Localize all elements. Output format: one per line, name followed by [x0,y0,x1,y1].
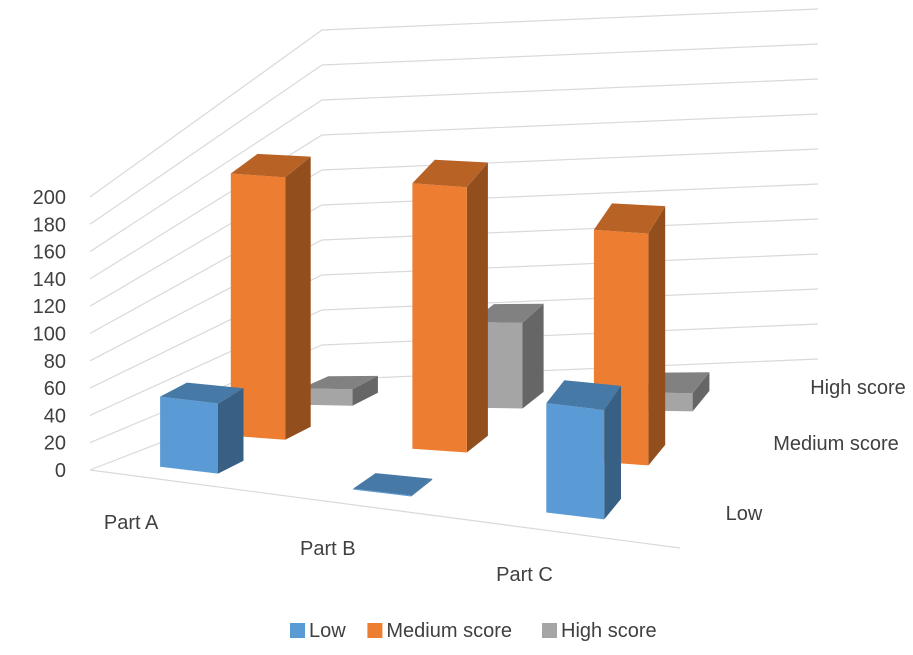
bar-side-face [285,156,311,440]
bar-top-face [160,382,244,404]
y-tick-label: 140 [33,269,66,291]
legend-swatch [290,623,305,638]
chart-labels: 0 20 40 60 80 100 120 140 160 180 200 Part A Part B P… [33,187,906,586]
gridline-120 [89,148,819,307]
legend-swatch [367,623,383,638]
bar-top-face [471,303,544,323]
bar-front-face [353,488,412,497]
y-tick-label: 40 [44,405,66,427]
bar-front-face [546,403,605,520]
y-tick-label: 100 [33,324,66,346]
bar-side-face [604,385,621,520]
bar-front-face [301,388,353,406]
y-tick-label: 80 [44,351,66,373]
gridline-100 [89,183,819,335]
chart-bars [160,153,710,520]
bar-front-face [230,173,286,440]
legend-swatch [542,623,557,638]
series-axis-label: High score [810,377,906,399]
bar-side-face [692,372,710,412]
gridline-200 [89,8,819,198]
floor-front-edge [89,469,681,549]
gridline-160 [89,78,819,253]
bar-side-face [352,375,378,406]
bar-front-face [160,396,218,474]
bar-low-part-b [353,473,433,497]
legend-item: Low [290,620,346,642]
category-label: Part A [104,512,159,534]
series-axis-label: Medium score [773,433,899,455]
y-tick-label: 160 [33,242,66,264]
bar-side-face [466,162,488,453]
y-tick-label: 60 [44,378,66,400]
bar-medium-score-part-b [412,159,488,453]
bar-top-face [301,375,378,390]
legend-item: Medium score [367,620,512,642]
bar-top-face [593,203,666,234]
y-tick-label: 180 [33,214,66,236]
bar-side-face [648,206,666,466]
bar-top-face [546,380,621,410]
gridline-180 [89,43,819,225]
y-tick-label: 20 [44,433,66,455]
bar-medium-score-part-a [230,153,311,440]
bar-side-face [522,303,544,409]
bar-top-face [353,473,433,496]
gridline-140 [89,113,819,280]
category-label: Part B [300,538,356,560]
bar-low-part-a [160,382,244,474]
y-tick-label: 200 [33,187,66,209]
bar-side-face [218,388,244,474]
chart-legend: Low Medium score High score [290,620,657,642]
y-tick-label: 120 [33,296,66,318]
category-label: Part C [496,564,553,586]
y-tick-label: 0 [55,460,66,482]
bar-top-face [230,153,311,178]
legend-label: High score [561,620,657,642]
legend-label: Low [309,620,346,642]
series-axis-label: Low [726,503,763,525]
bar-front-face [412,183,467,453]
legend-item: High score [542,620,657,642]
bar-top-face [412,159,488,188]
bar-side-face [411,478,433,497]
legend-label: Medium score [386,620,512,642]
bar-high-score-part-a [301,375,378,406]
bar-low-part-c [546,380,621,520]
